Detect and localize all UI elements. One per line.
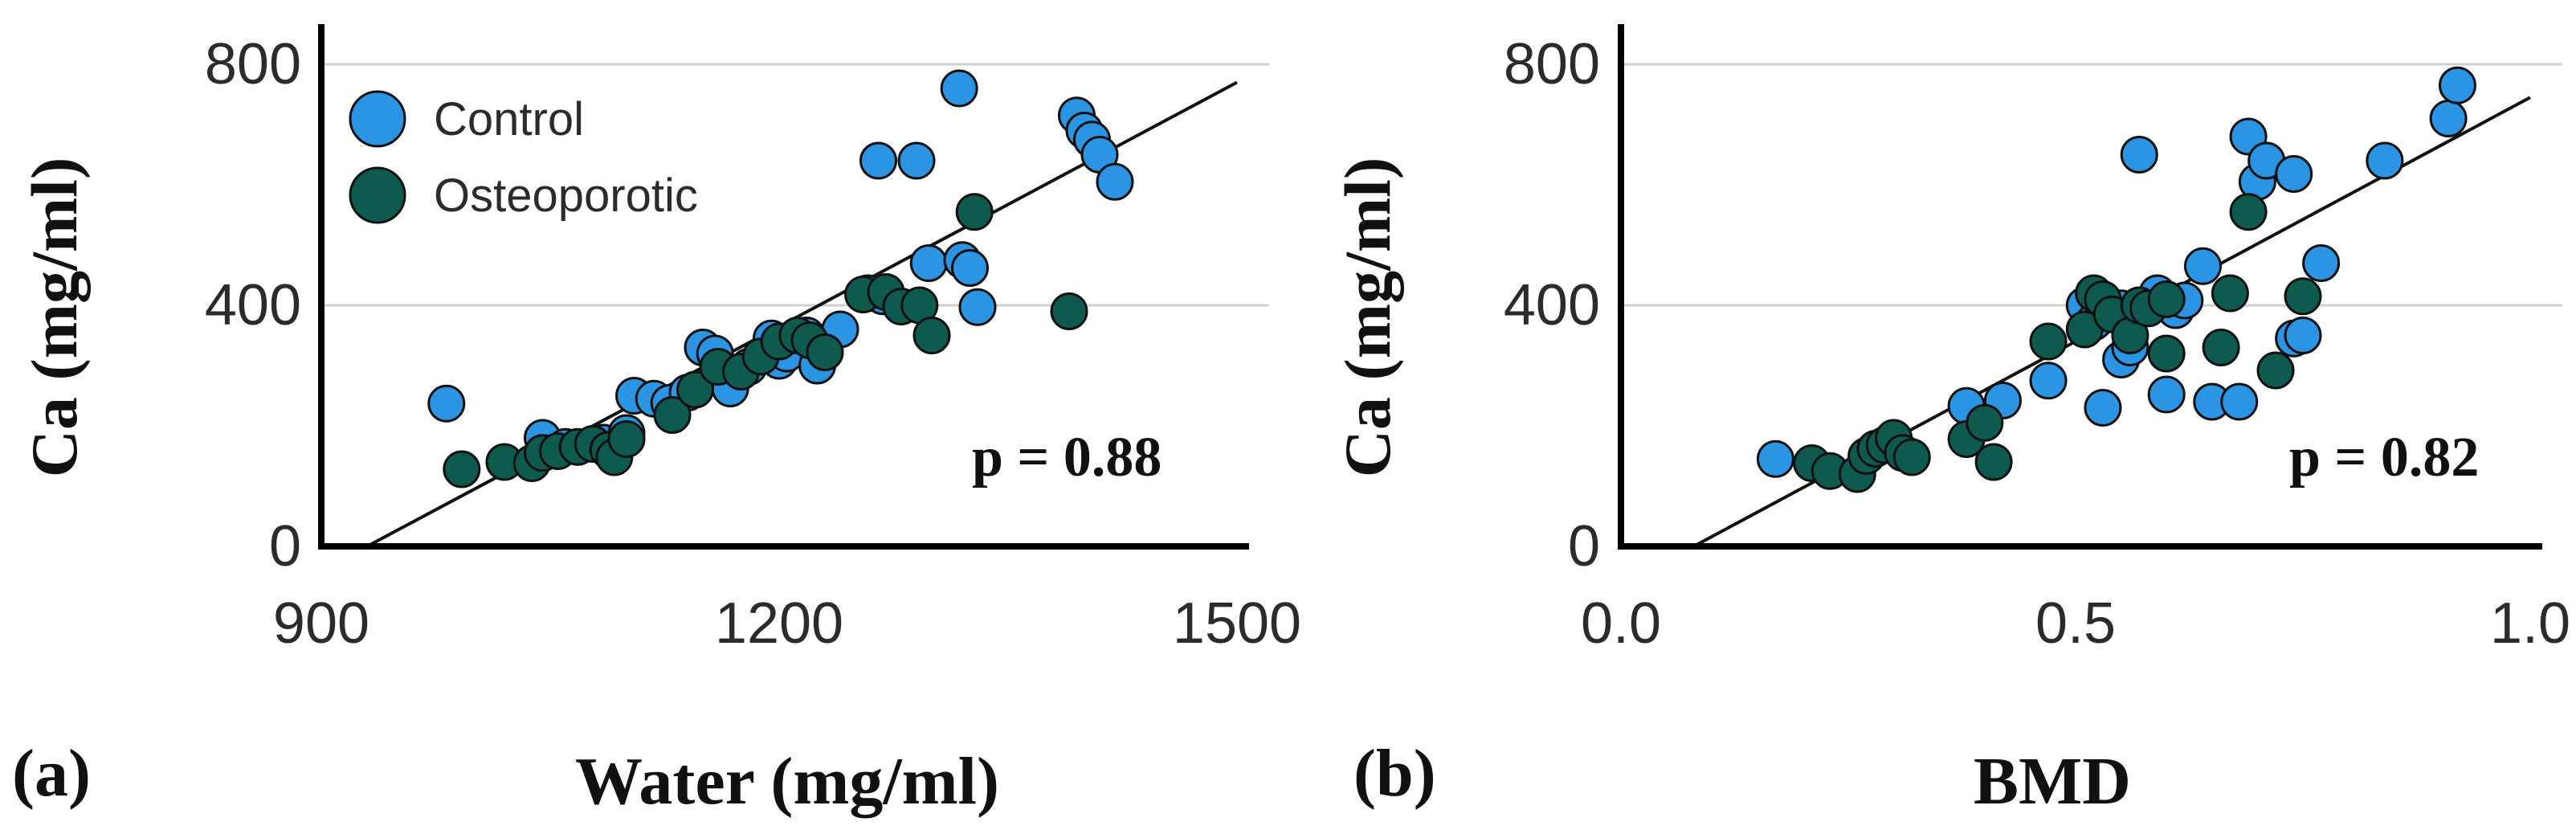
osteoporotic-point (2256, 351, 2295, 390)
control-point (2438, 66, 2476, 104)
panel-a-label: (a) (12, 736, 91, 811)
x-tick-label: 1.0 (2490, 591, 2570, 656)
y-tick-label: 800 (1504, 32, 1600, 96)
x-tick-label: 0.5 (2035, 591, 2116, 656)
panel-a-gridlines (321, 63, 1269, 307)
control-point (940, 69, 978, 108)
osteoporotic-point (1892, 438, 1931, 476)
control-point (958, 288, 997, 326)
osteoporotic-point (2211, 274, 2249, 313)
panel-b-p-value: p = 0.82 (2289, 427, 2479, 489)
legend-osteoporotic-marker (349, 166, 406, 224)
panel-a-x-label: Water (mg/ml) (575, 744, 999, 819)
panel-b-label: (b) (1353, 736, 1436, 811)
legend: Control Osteoporotic (349, 90, 698, 224)
x-tick-label: 1500 (1173, 591, 1301, 656)
y-tick-label: 400 (1504, 273, 1600, 337)
x-tick-label: 0.0 (1581, 591, 1661, 656)
osteoporotic-point (2202, 329, 2240, 366)
legend-osteoporotic-label: Osteoporotic (434, 170, 698, 222)
x-tick-label: 1200 (715, 591, 843, 656)
panel-a-chart: 0 400 800 900 1200 1500 Control Osteoporotic… (12, 24, 1301, 819)
osteoporotic-point (1974, 443, 2013, 481)
osteoporotic-point (607, 420, 646, 458)
panel-a-y-ticks: 0 400 800 (205, 32, 301, 578)
control-point (2302, 244, 2341, 282)
osteoporotic-point (806, 333, 844, 371)
panel-a-x-ticks: 900 1200 1500 (273, 591, 1301, 656)
control-point (2366, 141, 2404, 180)
control-point (2147, 375, 2186, 414)
panel-a-y-label: Ca (mg/ml) (18, 157, 91, 478)
control-point (2429, 100, 2468, 137)
panel-b-y-ticks: 0 400 800 (1504, 32, 1600, 578)
osteoporotic-point (2229, 193, 2268, 231)
panel-b-x-ticks: 0.0 0.5 1.0 (1581, 591, 2570, 656)
y-tick-label: 0 (269, 514, 301, 578)
control-point (897, 141, 936, 180)
panel-b-points (1756, 66, 2476, 493)
control-point (2275, 155, 2313, 193)
osteoporotic-point (2147, 280, 2186, 318)
control-point (2220, 382, 2259, 421)
legend-control-marker (349, 90, 406, 148)
y-tick-label: 0 (1568, 514, 1600, 578)
control-point (951, 249, 989, 287)
control-point (2029, 362, 2068, 400)
osteoporotic-point (443, 450, 481, 489)
osteoporotic-point (955, 193, 994, 231)
panel-b-gridlines (1621, 63, 2562, 307)
control-point (2183, 247, 2222, 285)
osteoporotic-point (676, 370, 714, 409)
panel-a-points (427, 69, 1134, 489)
osteoporotic-point (1050, 292, 1088, 330)
control-point (909, 244, 948, 282)
panel-a-p-value: p = 0.88 (972, 427, 1161, 489)
control-point (2084, 389, 2122, 427)
legend-control-label: Control (434, 93, 584, 145)
control-point (859, 141, 897, 180)
osteoporotic-point (2147, 334, 2186, 373)
x-tick-label: 900 (273, 591, 369, 656)
osteoporotic-point (1966, 403, 2004, 442)
osteoporotic-point (912, 317, 951, 354)
panel-b-x-label: BMD (1974, 744, 2131, 819)
control-point (1756, 439, 1794, 478)
control-point (427, 384, 466, 423)
osteoporotic-point (653, 396, 692, 434)
control-point (2284, 317, 2322, 354)
control-point (2120, 136, 2158, 174)
panel-b-chart: 0 400 800 0.0 0.5 1.0 p = 0.82 Ca (mg/ml) BM… (1331, 24, 2570, 819)
osteoporotic-point (2029, 322, 2068, 361)
panel-b-y-label: Ca (mg/ml) (1331, 157, 1404, 478)
osteoporotic-point (2284, 277, 2322, 316)
y-tick-label: 800 (205, 32, 301, 96)
y-tick-label: 400 (205, 273, 301, 337)
control-point (1096, 162, 1134, 201)
